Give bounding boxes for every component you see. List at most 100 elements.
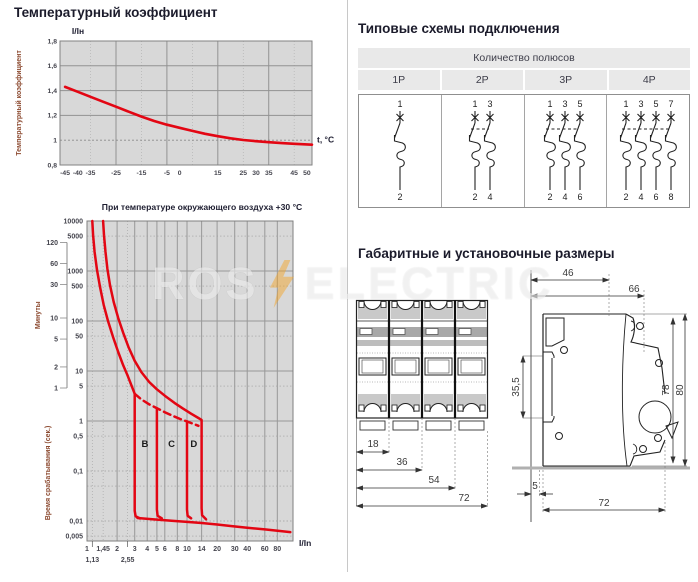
- din-clip: [545, 317, 565, 347]
- zone-label-D: D: [190, 439, 197, 450]
- svg-text:Температурный коэффициент: Температурный коэффициент: [15, 50, 23, 156]
- temp-coefficient-curve: [63, 85, 314, 146]
- svg-text:2: 2: [54, 364, 58, 371]
- svg-text:2: 2: [397, 192, 402, 202]
- svg-text:При температуре окружающего во: При температуре окружающего воздуха +30 …: [102, 202, 302, 212]
- dim-width-3modules: 54: [428, 475, 440, 486]
- dim-din-offset: 5: [532, 481, 538, 492]
- scheme-cell-4P: 1 2 3 4 5 6 7 8: [606, 95, 689, 207]
- svg-text:5: 5: [79, 383, 83, 390]
- svg-text:1,45: 1,45: [96, 546, 110, 553]
- svg-text:1,13: 1,13: [85, 557, 99, 564]
- svg-text:I/In: I/In: [299, 538, 311, 548]
- svg-text:1,6: 1,6: [48, 63, 58, 70]
- mounting-surface: [512, 466, 690, 470]
- svg-text:30: 30: [231, 546, 239, 553]
- svg-text:10: 10: [183, 546, 191, 553]
- svg-text:5: 5: [155, 546, 159, 553]
- svg-text:3: 3: [563, 99, 568, 109]
- breaker-modules: [357, 300, 487, 431]
- trip-curve-instantaneous-trip-tail: [136, 516, 292, 534]
- breaker-pole-schematic-3P: 1 2 3 4 5 6: [544, 99, 587, 202]
- svg-text:2: 2: [473, 192, 478, 202]
- toggle-knob: [638, 400, 672, 434]
- scheme-cell-2P: 1 2 3 4: [440, 95, 524, 207]
- svg-text:25: 25: [239, 170, 247, 177]
- svg-text:60: 60: [261, 546, 269, 553]
- side-view-drawing: 46 66 35,5 78 80 5 72: [511, 268, 690, 522]
- section-title-dimensions: Габаритные и установочные размеры: [358, 246, 615, 261]
- svg-text:15: 15: [214, 170, 222, 177]
- svg-text:10000: 10000: [64, 218, 84, 225]
- svg-text:-5: -5: [164, 170, 170, 177]
- cover-seam: [621, 313, 628, 467]
- svg-text:0,5: 0,5: [73, 433, 83, 440]
- svg-text:4: 4: [488, 192, 493, 202]
- svg-text:10: 10: [50, 315, 58, 322]
- svg-text:50: 50: [303, 170, 311, 177]
- svg-text:35: 35: [265, 170, 273, 177]
- svg-text:60: 60: [50, 261, 58, 268]
- section-title-connection-schemes: Типовые схемы подключения: [358, 21, 560, 36]
- pole-column-headers: 1P 2P 3P 4P: [358, 70, 690, 90]
- svg-text:-15: -15: [137, 170, 147, 177]
- svg-text:2: 2: [623, 192, 628, 202]
- svg-text:3: 3: [488, 99, 493, 109]
- svg-text:4: 4: [145, 546, 149, 553]
- dim-body-height: 78: [661, 384, 672, 396]
- svg-text:1000: 1000: [67, 268, 83, 275]
- pole-column-header-3P: 3P: [525, 70, 607, 90]
- svg-text:8: 8: [175, 546, 179, 553]
- dim-full-depth-upper: 66: [628, 284, 640, 295]
- trip-curve-lower-boundary-dashed: [133, 392, 200, 428]
- svg-text:500: 500: [71, 283, 83, 290]
- svg-text:2: 2: [115, 546, 119, 553]
- svg-text:40: 40: [243, 546, 251, 553]
- svg-text:4: 4: [638, 192, 643, 202]
- svg-text:50: 50: [75, 333, 83, 340]
- svg-text:4: 4: [563, 192, 568, 202]
- svg-text:6: 6: [163, 546, 167, 553]
- trip-curve-b-thermal-lower-with-magnetic-drop-3In: [91, 219, 142, 520]
- scheme-cell-3P: 1 2 3 4 5 6: [523, 95, 607, 207]
- svg-text:14: 14: [198, 546, 206, 553]
- trip-curve-d-magnetic-drop-10In: [185, 420, 193, 520]
- svg-text:1: 1: [54, 385, 58, 392]
- dim-width-2modules: 36: [396, 457, 408, 468]
- trip-curves-chart: При температуре окружающего воздуха +30 …: [35, 202, 311, 564]
- svg-text:3: 3: [638, 99, 643, 109]
- dim-width-4modules: 72: [458, 493, 470, 504]
- latch-flag: [665, 421, 679, 440]
- dim-width-1module: 18: [367, 439, 379, 450]
- svg-text:6: 6: [653, 192, 658, 202]
- section-title-temperature-coefficient: Температурный коэффициент: [14, 5, 218, 20]
- svg-text:7: 7: [668, 99, 673, 109]
- svg-text:0,8: 0,8: [48, 162, 58, 169]
- svg-text:5: 5: [578, 99, 583, 109]
- svg-text:0,005: 0,005: [65, 533, 83, 540]
- column-divider: [347, 0, 348, 572]
- svg-text:6: 6: [578, 192, 583, 202]
- svg-text:1,4: 1,4: [48, 88, 58, 95]
- svg-text:0: 0: [178, 170, 182, 177]
- pole-count-header: Количество полюсов: [358, 48, 690, 68]
- dim-depth: 72: [598, 498, 610, 509]
- svg-text:-35: -35: [86, 170, 96, 177]
- svg-text:1: 1: [53, 138, 57, 145]
- svg-text:0,1: 0,1: [73, 468, 83, 475]
- svg-text:1: 1: [548, 99, 553, 109]
- svg-text:5: 5: [653, 99, 658, 109]
- svg-text:8: 8: [668, 192, 673, 202]
- temperature-coefficient-chart: -45 -40 -35 -25 -15 -5 0 15 25 30 35 45 50 0,8 1 1,2 1,4…: [15, 26, 334, 177]
- svg-text:I/Iн: I/Iн: [72, 26, 84, 36]
- svg-text:0,01: 0,01: [69, 518, 83, 525]
- trip-curve-c-magnetic-drop-5In: [155, 406, 164, 520]
- svg-text:-40: -40: [73, 170, 83, 177]
- svg-text:1: 1: [397, 99, 402, 109]
- pole-column-header-2P: 2P: [441, 70, 523, 90]
- svg-text:1: 1: [79, 418, 83, 425]
- svg-text:5: 5: [54, 336, 58, 343]
- front-view-drawing: 18 36 54 72: [355, 299, 489, 509]
